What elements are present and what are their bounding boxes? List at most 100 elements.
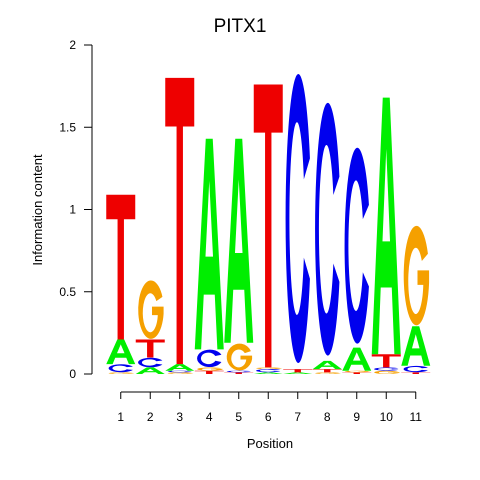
logo-letter-pos-3	[165, 77, 195, 365]
logo-letter-pos-6	[256, 367, 282, 370]
logo-letter-pos-10	[374, 367, 399, 371]
letter-a	[106, 339, 136, 365]
logo-letter-pos-10	[371, 97, 401, 355]
letter-g	[374, 370, 400, 374]
letter-t	[253, 84, 283, 368]
logo-letter-pos-10	[374, 370, 400, 374]
x-tick-label: 11	[410, 410, 423, 424]
logo-letter-pos-6	[253, 372, 283, 374]
logo-letter-pos-1	[108, 364, 133, 373]
letter-t	[371, 354, 401, 368]
letter-c	[374, 367, 399, 371]
letter-t	[106, 194, 136, 340]
letter-t	[224, 372, 254, 374]
logo-letter-pos-11	[403, 365, 428, 373]
logo-letter-pos-1	[106, 194, 136, 340]
letter-c	[138, 357, 163, 368]
letter-a	[135, 367, 165, 374]
chart-title: PITX1	[214, 16, 267, 37]
letter-a	[253, 372, 283, 374]
x-ticks: 1 2 3 4 5 6 7 8 9 10 11	[117, 392, 422, 424]
logo-letter-pos-5	[224, 372, 254, 374]
logo-letter-pos-9	[344, 370, 371, 373]
letter-t	[312, 369, 342, 373]
letter-c	[285, 74, 310, 364]
letter-a	[283, 372, 313, 374]
logo-letter-pos-11	[403, 225, 430, 326]
x-tick-label: 2	[147, 410, 154, 424]
letter-g	[403, 225, 430, 326]
y-tick-label: 1.5	[59, 120, 76, 134]
letter-a	[194, 138, 224, 350]
letter-t	[342, 372, 372, 374]
letter-g	[226, 343, 253, 371]
logo-letter-pos-11	[401, 372, 431, 374]
y-tick-label: 0.5	[59, 285, 76, 299]
letter-c	[403, 365, 428, 373]
x-tick-label: 4	[206, 410, 213, 424]
logo-letter-pos-5	[224, 138, 254, 343]
letter-a	[371, 97, 401, 355]
letter-stacks	[106, 74, 431, 374]
logo-letter-pos-5	[226, 343, 253, 371]
letter-a	[342, 347, 372, 371]
letter-c	[226, 370, 251, 373]
letter-g	[256, 367, 282, 370]
letter-g	[167, 372, 194, 374]
letter-g	[108, 372, 135, 374]
logo-letter-pos-8	[312, 360, 342, 370]
logo-letter-pos-9	[344, 147, 369, 344]
letter-g	[138, 280, 164, 339]
letter-a	[312, 360, 342, 370]
logo-letter-pos-6	[256, 369, 281, 373]
letter-t	[165, 77, 195, 365]
logo-letter-pos-10	[371, 354, 401, 368]
x-axis-label: Position	[247, 436, 293, 451]
logo-letter-pos-8	[315, 102, 340, 356]
letter-c	[108, 364, 133, 373]
letter-t	[194, 370, 224, 374]
logo-letter-pos-9	[342, 372, 372, 374]
letter-c	[167, 370, 192, 373]
x-tick-label: 7	[294, 410, 301, 424]
x-tick-label: 6	[265, 410, 272, 424]
letter-c	[315, 102, 340, 356]
logo-letter-pos-9	[342, 347, 372, 371]
x-tick-label: 1	[117, 410, 124, 424]
letter-t	[135, 339, 165, 358]
x-tick-label: 9	[353, 410, 360, 424]
logo-letter-pos-8	[312, 369, 342, 373]
letter-g	[197, 367, 223, 371]
letter-a	[401, 326, 431, 366]
letter-a	[165, 364, 195, 371]
logo-letter-pos-3	[167, 370, 192, 373]
x-tick-label: 10	[380, 410, 394, 424]
logo-letter-pos-4	[197, 349, 222, 368]
y-tick-label: 0	[69, 367, 76, 381]
letter-t	[401, 372, 431, 374]
x-tick-label: 5	[235, 410, 242, 424]
logo-letter-pos-7	[285, 74, 310, 364]
logo-letter-pos-1	[106, 339, 136, 365]
y-ticks: 0 0.5 1 1.5 2	[59, 38, 92, 381]
logo-letter-pos-2	[135, 339, 165, 358]
y-tick-label: 1	[69, 203, 76, 217]
logo-letter-pos-3	[167, 372, 194, 374]
logo-letter-pos-4	[194, 370, 224, 374]
letter-g	[344, 370, 371, 373]
y-tick-label: 2	[69, 38, 76, 52]
logo-letter-pos-7	[283, 372, 313, 374]
letter-t	[283, 369, 313, 373]
logo-letter-pos-2	[135, 367, 165, 374]
logo-letter-pos-6	[253, 84, 283, 368]
x-tick-label: 3	[176, 410, 183, 424]
y-axis-label: Information content	[30, 154, 45, 266]
letter-c	[344, 147, 369, 344]
logo-letter-pos-8	[315, 372, 341, 374]
logo-letter-pos-11	[401, 326, 431, 366]
logo-letter-pos-4	[197, 367, 223, 371]
logo-letter-pos-2	[138, 357, 163, 368]
logo-letter-pos-7	[283, 369, 313, 373]
logo-letter-pos-1	[108, 372, 135, 374]
